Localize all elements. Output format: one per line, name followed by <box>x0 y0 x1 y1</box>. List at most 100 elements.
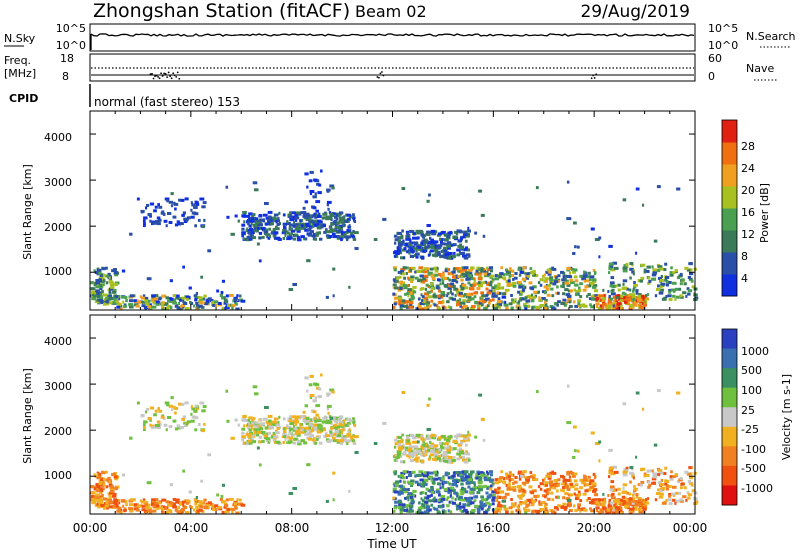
velocity-cell <box>251 418 255 422</box>
velocity-cell <box>392 470 396 474</box>
velocity-cell <box>528 500 532 504</box>
velocity-cell <box>312 410 317 414</box>
velocity-cell <box>593 493 599 497</box>
velocity-cell <box>464 443 468 447</box>
power-cell <box>578 289 582 293</box>
velocity-cell <box>335 421 338 425</box>
power-cell <box>532 269 536 273</box>
velocity-cell <box>582 492 587 496</box>
power-cell <box>182 265 185 269</box>
power-cell <box>305 213 310 216</box>
power-cell <box>561 285 565 289</box>
velocity-cell <box>408 447 413 451</box>
velocity-cell <box>223 502 228 506</box>
velocity-cell <box>258 463 262 467</box>
power-cell <box>485 287 489 291</box>
velocity-cell <box>311 428 315 432</box>
power-cell <box>464 239 468 243</box>
velocity-cell <box>394 500 398 504</box>
velocity-cell <box>607 494 610 497</box>
velocity-cell <box>668 494 672 498</box>
velocity-cell <box>466 452 470 456</box>
velocity-cell <box>414 474 417 478</box>
velocity-cell <box>152 425 157 429</box>
velocity-cell <box>336 434 341 438</box>
power-cell <box>294 211 299 215</box>
power-cell <box>543 279 547 283</box>
velocity-cell <box>167 416 172 419</box>
power-cell <box>184 307 190 311</box>
velocity-cell <box>634 504 638 508</box>
velocity-cell <box>314 396 317 400</box>
velocity-colorbar-segment <box>722 446 737 467</box>
power-cbar-tick-28: 28 <box>741 140 755 153</box>
power-cell <box>121 269 126 273</box>
velocity-cell <box>248 423 254 427</box>
velocity-cell <box>242 441 246 445</box>
power-cell <box>273 231 279 235</box>
velocity-cell <box>470 470 475 474</box>
power-cell <box>443 276 447 280</box>
power-ytick-2000: 2000 <box>44 221 72 234</box>
velocity-colorbar-segment <box>722 407 737 428</box>
velocity-cell <box>185 422 189 426</box>
power-cell <box>436 246 440 250</box>
velocity-cell <box>590 509 595 513</box>
velocity-cell <box>441 446 445 450</box>
velocity-cell <box>439 486 442 490</box>
power-cell <box>352 230 355 234</box>
velocity-cell <box>427 434 431 438</box>
power-panel-frame <box>89 110 696 311</box>
velocity-cell <box>315 404 321 408</box>
velocity-cell <box>517 504 520 508</box>
velocity-cell <box>128 503 134 507</box>
power-cell <box>105 296 111 300</box>
velocity-cell <box>394 490 399 494</box>
power-cell <box>625 262 629 266</box>
velocity-cell <box>270 435 274 439</box>
velocity-cell <box>459 474 463 477</box>
velocity-cell <box>266 422 272 426</box>
power-cell <box>523 303 527 307</box>
power-cell <box>415 249 418 253</box>
power-cell <box>473 279 476 283</box>
power-cell <box>457 301 461 305</box>
power-cell <box>399 287 403 290</box>
power-cell <box>408 243 413 247</box>
power-cell <box>491 294 496 298</box>
power-cell <box>209 299 214 303</box>
velocity-cell <box>474 504 478 508</box>
velocity-cell <box>638 504 643 508</box>
velocity-cell <box>511 502 514 506</box>
velocity-cell <box>494 488 499 492</box>
velocity-cell <box>174 508 178 512</box>
power-cell <box>552 267 557 271</box>
power-colorbar-segment <box>722 164 737 187</box>
velocity-cell <box>292 441 296 445</box>
velocity-cell <box>668 485 672 488</box>
velocity-cell <box>489 484 493 488</box>
power-cell <box>485 293 489 297</box>
power-cell <box>179 222 184 225</box>
power-cell <box>459 284 464 288</box>
velocity-cell <box>438 500 441 504</box>
velocity-cell <box>621 511 624 514</box>
power-cell <box>169 300 174 303</box>
power-cell <box>608 244 613 248</box>
power-cell <box>647 276 651 280</box>
velocity-cell <box>599 508 603 512</box>
velocity-cell <box>302 429 308 433</box>
power-cell <box>466 293 471 297</box>
power-cell <box>576 245 580 249</box>
power-cell <box>486 268 489 272</box>
power-cell <box>396 249 401 253</box>
power-cell <box>621 307 624 310</box>
power-cell <box>639 279 643 283</box>
power-cell <box>172 301 178 305</box>
velocity-cell <box>91 497 94 501</box>
power-cell <box>195 301 199 305</box>
power-cell <box>338 218 342 222</box>
velocity-cell <box>469 501 475 505</box>
power-cell <box>152 301 156 305</box>
velocity-cell <box>312 441 316 445</box>
